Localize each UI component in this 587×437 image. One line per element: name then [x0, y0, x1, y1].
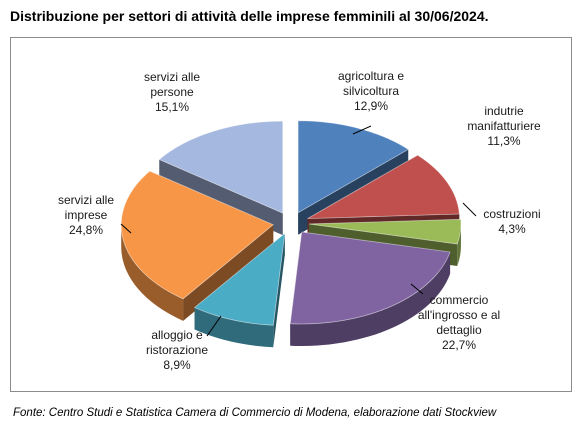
leader-line-2	[462, 202, 477, 217]
slice-label-line: costruzioni	[483, 207, 540, 221]
slice-label-2: costruzioni 4,3%	[483, 207, 540, 236]
slice-label-line: imprese	[65, 208, 108, 222]
slice-label-6: servizi alle persone 15,1%	[144, 70, 200, 114]
slice-label-line: dettaglio	[436, 323, 482, 337]
leader-line-5	[120, 223, 132, 234]
slice-label-line: ristorazione	[146, 343, 208, 357]
slice-value: 12,9%	[354, 99, 388, 113]
pie-slice-2	[308, 218, 462, 245]
slice-label-line: indutrie	[484, 104, 524, 118]
slice-label-0: agricoltura e silvicoltura 12,9%	[338, 69, 404, 113]
source-note: Fonte: Centro Studi e Statistica Camera …	[13, 407, 497, 419]
slice-label-line: agricoltura e	[338, 69, 404, 83]
slice-value: 4,3%	[498, 222, 526, 236]
leader-line-4	[206, 315, 222, 337]
slice-label-line: commercio	[430, 293, 489, 307]
pie-slice-4	[193, 232, 286, 326]
pie-slice-0	[297, 120, 410, 214]
slice-label-line: silvicoltura	[343, 84, 399, 98]
slice-label-line: servizi alle	[144, 70, 200, 84]
slice-value: 8,9%	[163, 358, 191, 372]
pie-slice-5	[120, 170, 274, 300]
slice-value: 15,1%	[155, 100, 189, 114]
slice-label-line: persone	[150, 85, 194, 99]
pie-slice-3	[289, 231, 451, 325]
pie-chart: agricoltura e silvicoltura 12,9% indutrie ma…	[58, 69, 541, 372]
slice-label-line: alloggio e	[151, 328, 203, 342]
slice-label-4: alloggio e ristorazione 8,9%	[146, 328, 208, 372]
slice-label-5: servizi alle imprese 24,8%	[58, 193, 114, 237]
slice-label-3: commercio all'ingrosso e al dettaglio 22,7%	[418, 293, 500, 352]
pie-tops	[120, 120, 462, 326]
pie-labels: agricoltura e silvicoltura 12,9% indutrie ma…	[58, 69, 541, 372]
slice-label-line: all'ingrosso e al	[418, 308, 500, 322]
slice-value: 24,8%	[69, 223, 103, 237]
pie-slice-6	[158, 120, 284, 214]
slice-label-1: indutrie manifatturiere 11,3%	[467, 104, 541, 148]
slice-value: 22,7%	[442, 338, 476, 352]
chart-title: Distribuzione per settori di attività de…	[10, 8, 489, 24]
leader-line-0	[352, 125, 372, 135]
slice-label-line: servizi alle	[58, 193, 114, 207]
leader-line-3	[410, 283, 424, 295]
pie-slice-1	[307, 154, 460, 219]
slice-label-line: manifatturiere	[467, 119, 541, 133]
chart-frame: agricoltura e silvicoltura 12,9% indutrie ma…	[10, 37, 572, 392]
slice-value: 11,3%	[487, 134, 520, 148]
